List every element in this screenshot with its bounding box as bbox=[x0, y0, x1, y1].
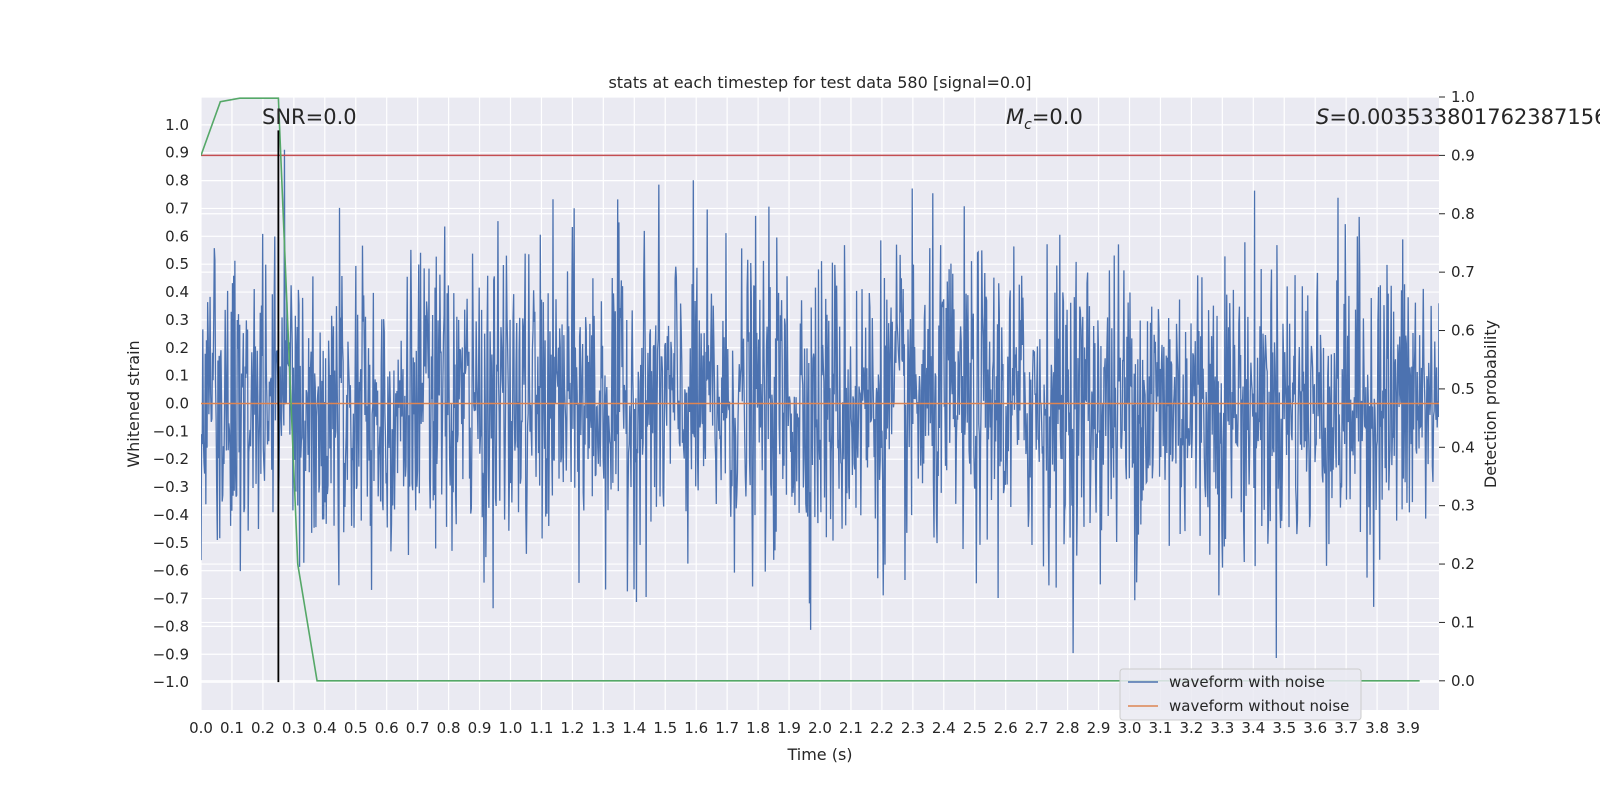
x-tick-label: 0.3 bbox=[282, 719, 306, 737]
y2-tick-label: 0.2 bbox=[1451, 555, 1475, 573]
x-tick-label: 2.1 bbox=[839, 719, 863, 737]
y-tick-label: 0.1 bbox=[165, 367, 189, 385]
y-tick-label: −0.8 bbox=[153, 617, 189, 635]
y2-axis-label: Detection probability bbox=[1481, 320, 1500, 488]
x-tick-label: 1.1 bbox=[530, 719, 554, 737]
x-tick-label: 1.6 bbox=[684, 719, 708, 737]
y-tick-label: 1.0 bbox=[165, 116, 189, 134]
y-tick-label: −0.9 bbox=[153, 645, 189, 663]
x-tick-label: 3.0 bbox=[1118, 719, 1142, 737]
y-tick-label: 0.2 bbox=[165, 339, 189, 357]
y2-tick-label: 0.7 bbox=[1451, 263, 1475, 281]
x-tick-label: 2.2 bbox=[870, 719, 894, 737]
x-tick-label: 0.9 bbox=[468, 719, 492, 737]
mc-subscript: c bbox=[1024, 117, 1032, 133]
y2-tick-label: 0.5 bbox=[1451, 380, 1475, 398]
x-tick-label: 0.1 bbox=[220, 719, 244, 737]
y2-tick-label: 0.8 bbox=[1451, 205, 1475, 223]
y-tick-label: −0.6 bbox=[153, 562, 189, 580]
y-tick-label: −0.4 bbox=[153, 506, 189, 524]
x-tick-label: 1.3 bbox=[591, 719, 615, 737]
snr-annotation: SNR=0.0 bbox=[262, 105, 357, 129]
mc-symbol: M bbox=[1006, 105, 1024, 129]
y2-tick-label: 0.6 bbox=[1451, 322, 1475, 340]
x-tick-label: 0.6 bbox=[375, 719, 399, 737]
legend-label-waveform-without-noise: waveform without noise bbox=[1169, 697, 1349, 715]
y2-tick-label: 0.3 bbox=[1451, 497, 1475, 515]
x-tick-label: 0.0 bbox=[189, 719, 213, 737]
mc-annotation: Mc=0.0 bbox=[1006, 105, 1083, 133]
x-tick-label: 1.0 bbox=[499, 719, 523, 737]
x-tick-label: 1.9 bbox=[777, 719, 801, 737]
x-tick-label: 2.3 bbox=[901, 719, 925, 737]
y-tick-label: 0.8 bbox=[165, 172, 189, 190]
x-tick-label: 3.4 bbox=[1241, 719, 1265, 737]
x-tick-label: 2.9 bbox=[1087, 719, 1111, 737]
x-tick-label: 0.4 bbox=[313, 719, 337, 737]
s-annotation: S=0.0035338017623871563 bbox=[1316, 105, 1600, 129]
y-tick-label: 0.5 bbox=[165, 255, 189, 273]
y2-tick-label: 0.4 bbox=[1451, 438, 1475, 456]
x-tick-label: 2.0 bbox=[808, 719, 832, 737]
legend-box bbox=[1119, 668, 1362, 721]
x-tick-label: 1.5 bbox=[653, 719, 677, 737]
x-tick-label: 3.5 bbox=[1272, 719, 1296, 737]
legend: waveform with noise waveform without noi… bbox=[1119, 668, 1362, 721]
s-value: =0.0035338017623871563 bbox=[1329, 105, 1600, 129]
y2-tick-label: 0.1 bbox=[1451, 613, 1475, 631]
x-tick-label: 3.6 bbox=[1303, 719, 1327, 737]
y-tick-label: −1.0 bbox=[153, 673, 189, 691]
x-tick-label: 3.9 bbox=[1396, 719, 1420, 737]
y-tick-label: −0.3 bbox=[153, 478, 189, 496]
y-tick-label: −0.1 bbox=[153, 422, 189, 440]
y-tick-label: 0.9 bbox=[165, 144, 189, 162]
x-tick-label: 2.4 bbox=[932, 719, 956, 737]
x-tick-label: 0.7 bbox=[406, 719, 430, 737]
y2-tick-label: 0.9 bbox=[1451, 146, 1475, 164]
x-tick-label: 2.8 bbox=[1056, 719, 1080, 737]
y-axis-label: Whitened strain bbox=[124, 340, 143, 467]
x-tick-label: 3.2 bbox=[1179, 719, 1203, 737]
y-tick-label: −0.7 bbox=[153, 590, 189, 608]
x-axis-label: Time (s) bbox=[786, 745, 852, 764]
x-tick-label: 3.8 bbox=[1365, 719, 1389, 737]
x-tick-label: 1.7 bbox=[715, 719, 739, 737]
ticks: 0.0 0.1 0.2 0.3 0.4 0.5 0.6 0.7 0.8 0.9 1.0 1.1 1.2 1… bbox=[153, 88, 1475, 737]
x-tick-label: 1.8 bbox=[746, 719, 770, 737]
x-tick-label: 2.6 bbox=[994, 719, 1018, 737]
x-tick-label: 3.1 bbox=[1149, 719, 1173, 737]
x-tick-label: 0.8 bbox=[437, 719, 461, 737]
x-tick-label: 3.7 bbox=[1334, 719, 1358, 737]
y2-tick-label: 1.0 bbox=[1451, 88, 1475, 106]
x-tick-label: 1.2 bbox=[560, 719, 584, 737]
mc-value: =0.0 bbox=[1032, 105, 1083, 129]
series-waveform-with-noise bbox=[201, 149, 1439, 658]
y-tick-label: 0.3 bbox=[165, 311, 189, 329]
y-tick-label: −0.2 bbox=[153, 450, 189, 468]
y-tick-label: −0.5 bbox=[153, 534, 189, 552]
x-tick-label: 1.4 bbox=[622, 719, 646, 737]
x-tick-label: 0.5 bbox=[344, 719, 368, 737]
s-symbol: S bbox=[1316, 105, 1329, 129]
x-tick-label: 3.3 bbox=[1210, 719, 1234, 737]
y-tick-label: 0.6 bbox=[165, 227, 189, 245]
chart-title: stats at each timestep for test data 580… bbox=[608, 73, 1031, 92]
y-tick-label: 0.4 bbox=[165, 283, 189, 301]
x-tick-label: 2.7 bbox=[1025, 719, 1049, 737]
x-tick-label: 0.2 bbox=[251, 719, 275, 737]
y-tick-label: 0.0 bbox=[165, 395, 189, 413]
y2-tick-label: 0.0 bbox=[1451, 672, 1475, 690]
x-tick-label: 2.5 bbox=[963, 719, 987, 737]
legend-label-waveform-with-noise: waveform with noise bbox=[1169, 673, 1325, 691]
y-tick-label: 0.7 bbox=[165, 199, 189, 217]
